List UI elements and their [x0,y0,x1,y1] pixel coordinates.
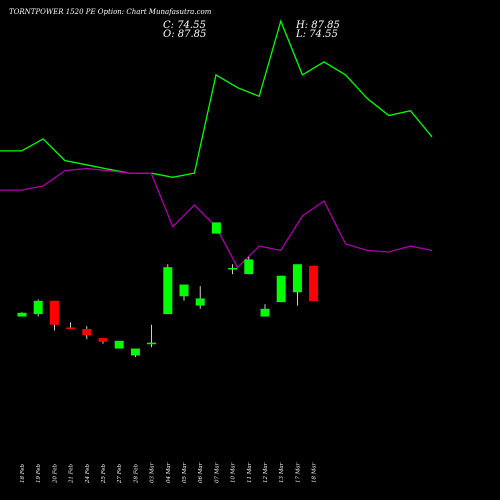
candle [130,348,140,358]
candle [276,275,286,303]
candle-body [49,300,59,325]
candle-body [260,308,270,317]
x-tick-label: 18 Feb [20,463,26,483]
candle-body [309,265,319,302]
close-value: C: 74.55 [163,20,206,31]
candle [147,324,157,348]
x-tick-label: 18 Mar [312,462,318,483]
candles [17,222,319,358]
candle [228,264,238,275]
low-value: L: 74.55 [296,29,338,40]
candle-body [228,268,238,270]
x-tick-label: 17 Mar [295,462,301,483]
x-tick-label: 10 Mar [231,462,237,483]
candle [114,340,124,349]
x-tick-label: 27 Feb [117,463,123,484]
x-tick-label: 04 Mar [166,462,172,483]
candle-body [98,338,108,342]
chart-title: TORNTPOWER 1520 PE Option: Chart Munafas… [9,8,212,16]
candle-body [147,342,157,345]
candle [260,304,270,317]
high-value: H: 87.85 [296,20,340,31]
indicator-line-1 [0,19,433,178]
candle-body [292,264,302,293]
open-value: O: 87.85 [163,29,207,40]
candle-body [163,267,173,315]
x-tick-label: 25 Feb [101,463,107,484]
candle-body [276,275,286,303]
x-tick-label: 19 Feb [36,463,42,483]
x-tick-label: 13 Mar [279,462,285,483]
x-tick-label: 21 Feb [69,463,75,484]
x-tick-label: 03 Mar [150,462,156,483]
x-tick-label: 28 Feb [133,463,139,484]
candle [292,264,302,306]
candle [309,265,319,302]
candle-body [82,329,92,336]
candle [179,284,189,301]
candle [49,300,59,331]
candle [163,264,173,315]
indicator-line-2 [0,167,433,269]
x-tick-label: 12 Mar [263,462,269,483]
candle [211,222,221,234]
candle-body [33,300,43,315]
x-tick-label: 06 Mar [198,462,204,483]
candle [195,286,205,309]
candle-body [130,348,140,356]
x-tick-label: 11 Mar [247,462,253,483]
x-tick-label: 05 Mar [182,462,188,483]
candle [17,312,27,317]
candle-body [114,340,124,349]
candle [82,326,92,340]
candle-body [244,259,254,275]
candle [98,338,108,344]
candle-body [66,327,76,330]
x-axis-labels: 18 Feb 19 Feb 20 Feb 21 Feb 24 Feb 25 Feb 27 F… [20,462,318,484]
x-tick-label: 20 Feb [52,463,58,484]
candle [33,299,43,317]
candle-body [179,284,189,297]
x-tick-label: 07 Mar [214,462,220,483]
candle [66,322,76,330]
candle-body [195,298,205,306]
candle [244,256,254,275]
candle-body [17,312,27,317]
x-tick-label: 24 Feb [85,463,91,484]
candle-body [211,222,221,234]
